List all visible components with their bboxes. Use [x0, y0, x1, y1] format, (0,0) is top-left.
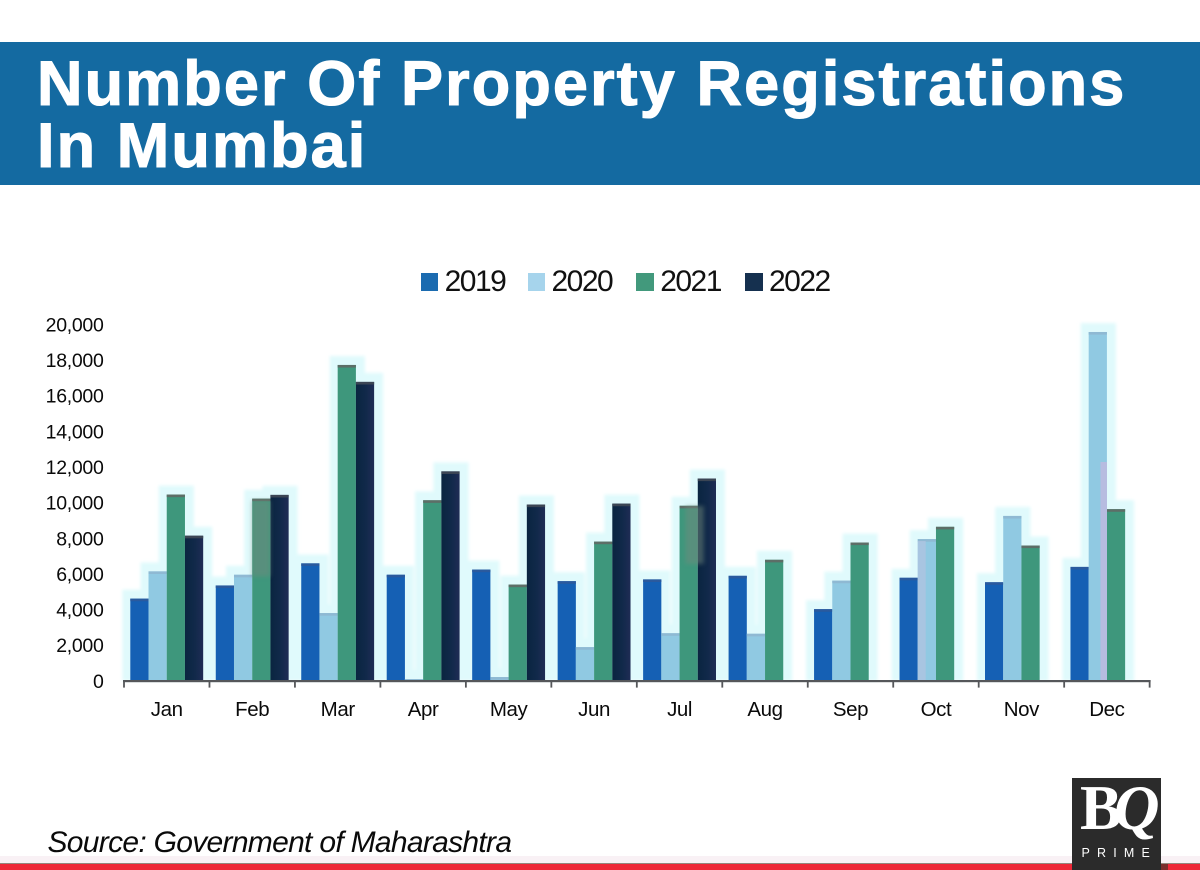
svg-text:8,000: 8,000: [56, 528, 104, 550]
svg-text:Aug: Aug: [747, 698, 782, 721]
svg-text:Apr: Apr: [408, 698, 439, 721]
svg-text:0: 0: [93, 671, 104, 693]
svg-text:Nov: Nov: [1004, 698, 1040, 721]
svg-text:14,000: 14,000: [46, 421, 104, 443]
svg-text:Dec: Dec: [1089, 698, 1124, 721]
svg-text:Jun: Jun: [578, 698, 610, 721]
svg-text:Sep: Sep: [833, 698, 868, 721]
svg-text:Feb: Feb: [235, 698, 269, 721]
svg-text:Oct: Oct: [921, 698, 952, 721]
svg-text:2,000: 2,000: [56, 635, 104, 657]
svg-text:Jan: Jan: [151, 698, 183, 721]
svg-text:16,000: 16,000: [46, 386, 104, 408]
svg-text:18,000: 18,000: [46, 350, 104, 372]
svg-text:20,000: 20,000: [46, 314, 104, 336]
svg-text:Mar: Mar: [321, 698, 356, 721]
svg-text:10,000: 10,000: [46, 493, 104, 515]
svg-text:Jul: Jul: [667, 698, 692, 721]
svg-text:6,000: 6,000: [56, 564, 104, 586]
svg-text:May: May: [490, 698, 529, 721]
svg-text:4,000: 4,000: [56, 600, 104, 622]
svg-text:12,000: 12,000: [46, 457, 104, 479]
